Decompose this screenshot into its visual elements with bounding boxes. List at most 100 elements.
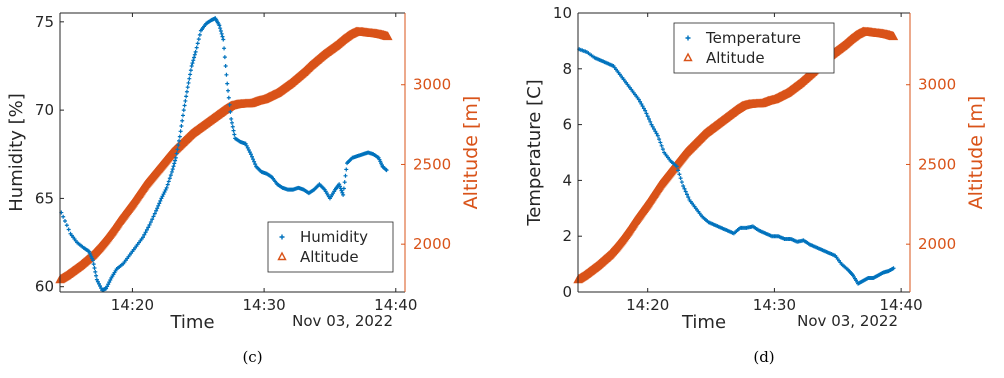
data-point-humidity	[147, 222, 152, 227]
data-point-humidity	[223, 63, 228, 68]
legend-marker-temperature	[685, 35, 691, 41]
y-axis-label-right: Altitude [m]	[965, 96, 987, 210]
data-point-humidity	[176, 143, 181, 148]
data-point-humidity	[180, 113, 185, 118]
y-tick-label-left: 60	[35, 278, 54, 296]
data-point-humidity	[252, 159, 257, 164]
y-tick-label-left: 70	[35, 101, 54, 119]
data-point-humidity	[218, 26, 223, 31]
data-point-humidity	[247, 150, 252, 155]
x-tick-label: 14:40	[374, 296, 417, 314]
y-axis-label-left: Humidity [%]	[6, 93, 27, 212]
x-tick-label: 14:30	[753, 296, 796, 314]
y-tick-label-left: 0	[562, 283, 572, 301]
data-point-temperature	[645, 114, 650, 119]
data-point-humidity	[192, 55, 197, 60]
figure-caption: (c)	[242, 348, 262, 366]
data-point-humidity	[194, 45, 199, 50]
data-point-humidity	[341, 186, 346, 191]
data-point-humidity	[178, 129, 183, 134]
data-point-humidity	[196, 37, 201, 42]
data-point-humidity	[342, 180, 347, 185]
legend-label-altitude: Altitude	[706, 49, 765, 67]
data-point-humidity	[177, 134, 182, 139]
y-axis-label-right: Altitude [m]	[460, 96, 482, 210]
data-point-humidity	[174, 151, 179, 156]
data-point-humidity	[217, 23, 222, 28]
y-tick-label-right: 2000	[918, 235, 956, 253]
data-point-humidity	[164, 185, 169, 190]
data-point-humidity	[219, 31, 224, 36]
data-point-humidity	[98, 283, 103, 288]
x-axis-date: Nov 03, 2022	[797, 312, 898, 330]
data-point-humidity	[148, 220, 153, 225]
data-point-humidity	[337, 182, 342, 187]
data-point-humidity	[229, 120, 234, 125]
data-point-humidity	[228, 109, 233, 114]
data-point-humidity	[151, 214, 156, 219]
data-point-humidity	[175, 147, 180, 152]
data-point-temperature	[640, 104, 645, 109]
data-point-temperature	[636, 97, 641, 102]
data-point-humidity	[226, 88, 231, 93]
legend-label-altitude: Altitude	[300, 248, 359, 266]
data-point-humidity	[171, 164, 176, 169]
legend-marker-altitude	[683, 52, 693, 62]
data-point-humidity	[225, 81, 230, 86]
data-point-temperature	[650, 124, 655, 129]
data-point-humidity	[168, 173, 173, 178]
y-tick-label-right: 3000	[918, 76, 956, 94]
data-point-humidity	[183, 98, 188, 103]
chart-panel-d: 14:20 14:30 14:40 Time Nov 03, 2022 0 2 4 6 8 10 20…	[524, 4, 987, 366]
y-tick-label-left: 8	[562, 60, 572, 78]
data-point-humidity	[181, 108, 186, 113]
data-point-humidity	[253, 162, 258, 167]
data-point-humidity	[244, 143, 249, 148]
data-point-humidity	[243, 141, 248, 146]
legend-box	[673, 22, 835, 74]
y-tick-label-left: 10	[553, 4, 572, 22]
data-point-temperature	[677, 172, 682, 177]
data-point-humidity	[184, 94, 189, 99]
y-tick-label-right: 2500	[413, 155, 451, 173]
data-point-humidity	[226, 95, 231, 100]
data-point-humidity	[107, 280, 112, 285]
data-point-humidity	[165, 182, 170, 187]
data-point-humidity	[162, 190, 167, 195]
data-point-altitude	[888, 31, 899, 41]
data-point-humidity	[248, 152, 253, 157]
data-point-humidity	[160, 194, 165, 199]
data-point-humidity	[142, 232, 147, 237]
data-point-humidity	[197, 32, 202, 37]
data-point-humidity	[61, 214, 66, 219]
data-point-temperature	[682, 186, 687, 191]
data-point-humidity	[157, 201, 162, 206]
data-point-humidity	[340, 190, 345, 195]
data-point-humidity	[222, 46, 227, 51]
legend-marker-humidity	[279, 234, 285, 240]
legend-box	[267, 221, 394, 273]
data-point-temperature	[654, 131, 659, 136]
x-tick-label: 14:30	[242, 296, 285, 314]
y-tick-label-left: 4	[562, 171, 572, 189]
data-point-humidity	[93, 269, 98, 274]
data-point-humidity	[186, 80, 191, 85]
data-point-temperature	[683, 189, 688, 194]
data-point-temperature	[646, 117, 651, 122]
figure-caption: (d)	[753, 348, 774, 366]
data-point-temperature	[679, 180, 684, 185]
series-temperature	[577, 47, 896, 286]
data-point-humidity	[105, 284, 110, 289]
legend-label-temperature: Temperature	[705, 29, 801, 47]
data-point-humidity	[90, 258, 95, 263]
data-point-humidity	[63, 219, 68, 224]
data-point-humidity	[163, 187, 168, 192]
series-altitude	[573, 26, 899, 284]
data-point-temperature	[891, 266, 896, 271]
chart-panel-c: 14:20 14:30 14:40 Time Nov 03, 2022 60 65 70 75 2…	[6, 12, 482, 366]
data-point-humidity	[108, 277, 113, 282]
data-point-humidity	[154, 208, 159, 213]
data-point-temperature	[657, 137, 662, 142]
data-point-temperature	[676, 168, 681, 173]
data-point-humidity	[189, 63, 194, 68]
